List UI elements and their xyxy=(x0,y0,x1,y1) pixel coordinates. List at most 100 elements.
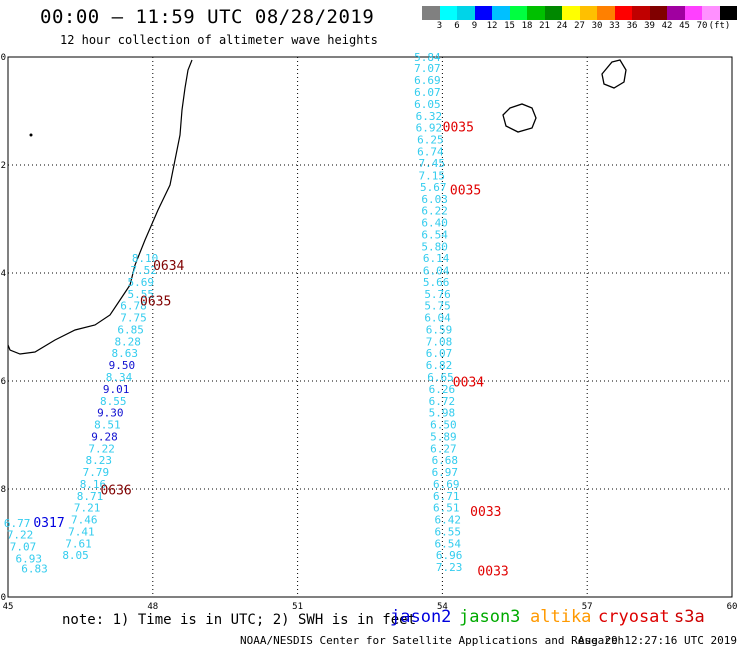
wave-height-label: 6.82 xyxy=(426,359,453,372)
wave-height-label: 6.93 xyxy=(16,552,43,565)
wave-height-label: 8.71 xyxy=(77,490,104,503)
wave-height-label: 6.72 xyxy=(429,395,456,408)
color-swatch xyxy=(579,6,597,20)
wave-height-label: 5.67 xyxy=(420,181,447,194)
wave-height-label: 5.89 xyxy=(430,430,457,443)
wave-height-label: 6.04 xyxy=(423,265,450,278)
wave-height-label: 8.05 xyxy=(62,549,89,562)
wave-height-label: 6.26 xyxy=(429,383,456,396)
wave-height-label: 6.85 xyxy=(117,323,144,336)
wave-height-label: 8.16 xyxy=(80,478,107,491)
lon-tick-label: 60 xyxy=(727,602,738,610)
map-title: 00:00 – 11:59 UTC 08/28/2019 xyxy=(40,6,375,28)
wave-height-label: 5.98 xyxy=(429,407,456,420)
wave-height-label: 6.40 xyxy=(421,217,448,230)
island-dot xyxy=(29,133,33,137)
wave-height-label: 5.76 xyxy=(424,288,451,301)
wave-height-label: 6.97 xyxy=(432,466,459,479)
wave-height-label: 7.07 xyxy=(10,541,37,554)
wave-height-label: 6.14 xyxy=(423,252,450,265)
color-scale-label: 42 xyxy=(661,21,673,31)
pass-time-label: 0636 xyxy=(100,483,131,498)
color-swatch xyxy=(422,6,440,20)
wave-height-label: 8.63 xyxy=(112,347,139,360)
color-swatch xyxy=(492,6,510,20)
wave-height-label: 7.52 xyxy=(130,264,157,277)
wave-height-label: 6.07 xyxy=(426,347,453,360)
wave-height-label: 7.07 xyxy=(414,62,441,75)
color-scale-label: 33 xyxy=(609,21,620,31)
pass-time-label: 0033 xyxy=(470,505,501,520)
coastline-madagascar xyxy=(7,59,193,355)
lon-tick-label: 48 xyxy=(147,602,158,610)
color-swatch xyxy=(457,6,475,20)
wave-height-label: 8.55 xyxy=(100,395,127,408)
wave-height-label: 6.59 xyxy=(426,323,453,336)
legend-jason3: jason3 xyxy=(459,607,521,627)
lat-tick-label: -26 xyxy=(0,377,6,387)
legend-s3a: s3a xyxy=(674,607,705,627)
wave-height-label: 7.15 xyxy=(419,170,446,183)
color-scale xyxy=(422,6,737,20)
color-swatch xyxy=(474,6,492,20)
color-swatch xyxy=(562,6,580,20)
wave-height-label: 6.68 xyxy=(432,454,459,467)
wave-height-label: 6.50 xyxy=(430,419,457,432)
map-frame xyxy=(7,56,733,598)
wave-height-label: 7.41 xyxy=(68,525,95,538)
pass-time-label: 0035 xyxy=(450,184,481,199)
color-scale-label: 39 xyxy=(644,21,655,31)
wave-height-label: 6.71 xyxy=(433,490,460,503)
color-scale-label: 15 xyxy=(504,21,515,31)
generated-timestamp: Aug 29 12:27:16 UTC 2019 xyxy=(578,634,737,647)
wave-height-label: 6.78 xyxy=(120,300,147,313)
wave-height-label: 7.46 xyxy=(71,514,98,527)
wave-height-label: 6.25 xyxy=(417,133,444,146)
color-scale-labels: 3 6 9 12 15 18 21 24 27 30 33 36 39 42 45 70 (ft) xyxy=(422,21,740,33)
wave-height-label: 6.92 xyxy=(416,122,443,135)
color-swatch xyxy=(544,6,562,20)
wave-height-label: 9.50 xyxy=(109,359,136,372)
wave-height-label: 7.75 xyxy=(120,312,147,325)
color-swatch xyxy=(702,6,720,20)
wave-height-label: 8.51 xyxy=(94,419,121,432)
color-scale-label: 18 xyxy=(521,21,533,31)
lat-tick-label: -20 xyxy=(0,53,6,63)
color-swatch xyxy=(684,6,702,20)
wave-height-label: 6.65 xyxy=(427,371,454,384)
color-scale-label: 70 xyxy=(696,21,708,31)
wave-height-label: 6.96 xyxy=(436,549,463,562)
color-scale-label: 24 xyxy=(556,21,568,31)
lon-tick-label: 54 xyxy=(437,602,448,610)
wave-height-label: 8.28 xyxy=(114,335,141,348)
pass-time-label: 0033 xyxy=(477,564,508,579)
wave-height-label: 8.34 xyxy=(106,371,133,384)
wave-height-label: 6.04 xyxy=(424,312,451,325)
map-subtitle: 12 hour collection of altimeter wave hei… xyxy=(60,33,378,47)
color-swatch xyxy=(597,6,615,20)
wave-height-label: 6.83 xyxy=(21,563,48,576)
color-swatch xyxy=(614,6,632,20)
pass-time-label: 0635 xyxy=(140,294,171,309)
color-scale-label: 9 xyxy=(471,21,478,31)
wave-height-label: 6.54 xyxy=(434,537,461,550)
wave-height-label: 5.69 xyxy=(127,276,154,289)
wave-height-label: 6.32 xyxy=(416,110,443,123)
wave-height-label: 9.30 xyxy=(97,407,124,420)
legend-altika: altika xyxy=(530,607,592,627)
wave-height-label: 7.08 xyxy=(426,335,453,348)
wave-height-label: 6.77 xyxy=(4,517,31,530)
color-scale-label: 6 xyxy=(454,21,460,31)
lat-tick-label: -22 xyxy=(0,161,6,171)
wave-height-label: 7.79 xyxy=(83,466,110,479)
lon-tick-label: 57 xyxy=(582,602,593,610)
wave-height-label: 6.07 xyxy=(414,86,441,99)
wave-height-labels: 5.847.076.696.076.056.326.926.256.747.45… xyxy=(4,51,462,576)
color-scale-label: 30 xyxy=(591,21,603,31)
wave-height-label: 7.22 xyxy=(88,442,115,455)
color-swatch xyxy=(509,6,527,20)
lon-tick-label: 45 xyxy=(3,602,14,610)
wave-height-label: 9.28 xyxy=(91,430,118,443)
wave-height-label: 5.66 xyxy=(423,276,450,289)
